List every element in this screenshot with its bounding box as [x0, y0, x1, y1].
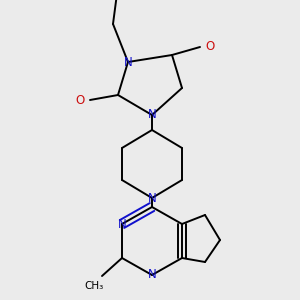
Text: CH₃: CH₃ — [84, 281, 104, 291]
Text: N: N — [148, 109, 156, 122]
Text: N: N — [124, 56, 132, 68]
Text: O: O — [206, 40, 214, 53]
Text: N: N — [148, 191, 156, 205]
Text: N: N — [148, 268, 156, 281]
Text: O: O — [75, 94, 85, 106]
Text: N: N — [118, 218, 126, 230]
